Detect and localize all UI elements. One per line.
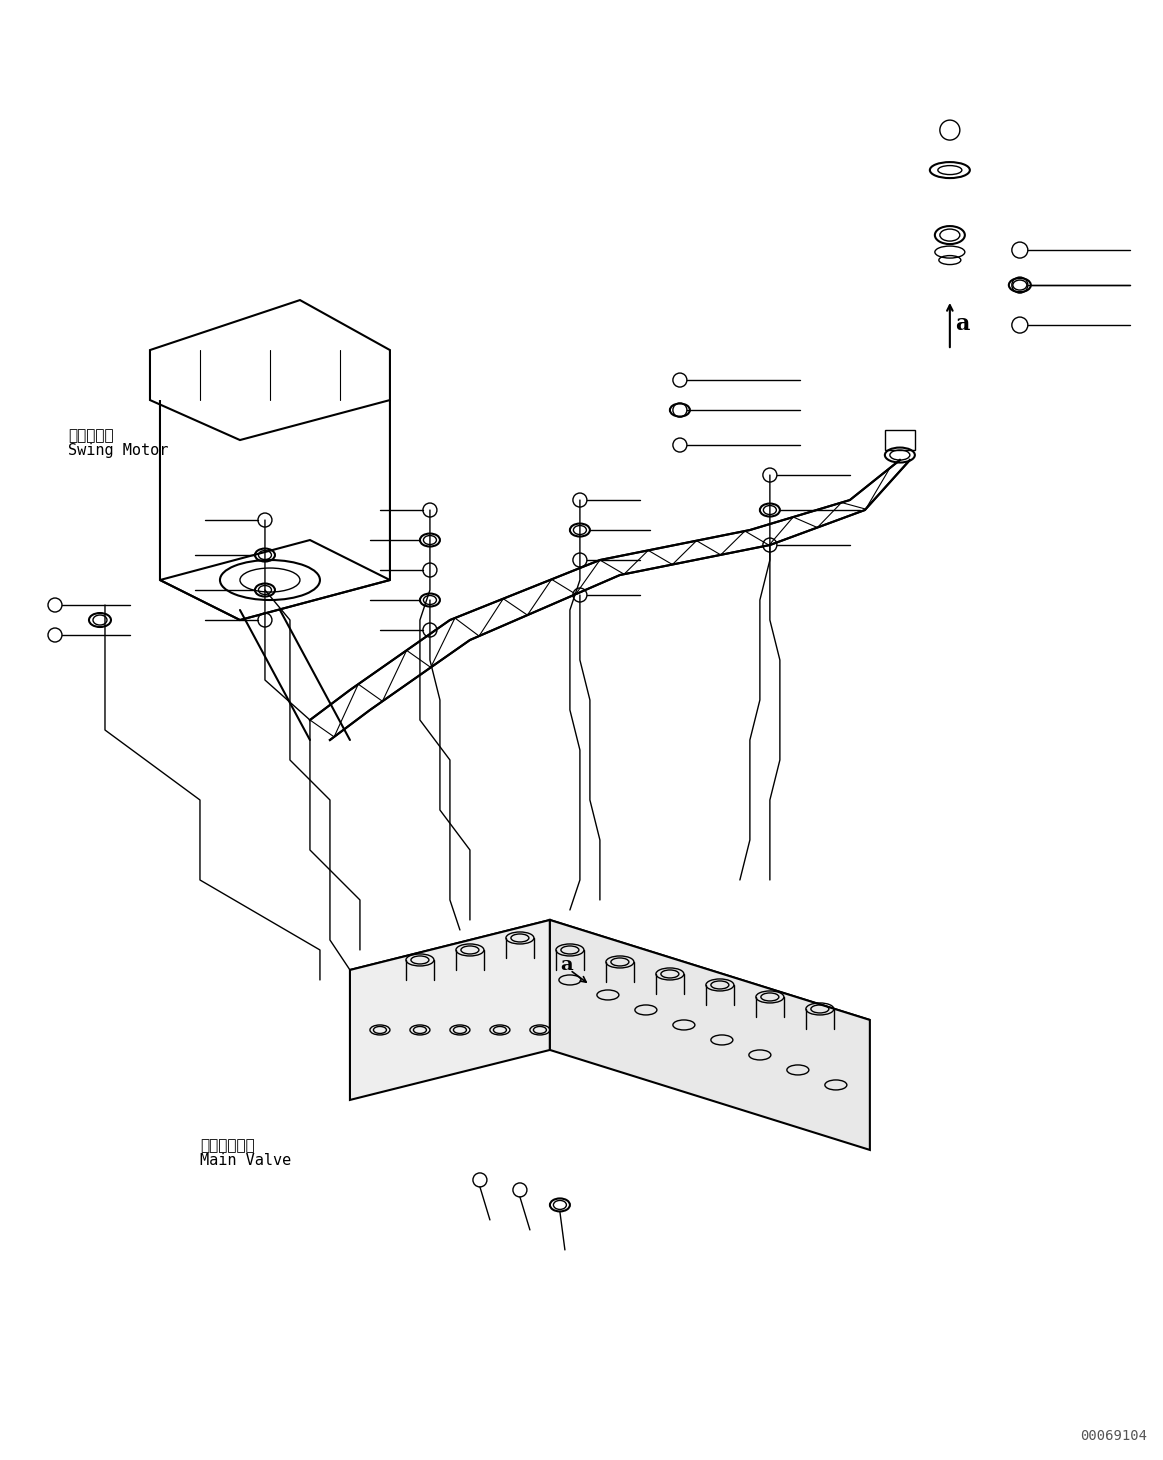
Polygon shape	[350, 920, 550, 1099]
Text: Swing Motor: Swing Motor	[67, 442, 169, 458]
Text: 旋回モータ: 旋回モータ	[67, 428, 114, 442]
Text: a: a	[559, 956, 572, 974]
Text: Main Valve: Main Valve	[200, 1153, 291, 1168]
Text: 00069104: 00069104	[1079, 1429, 1147, 1442]
Polygon shape	[350, 920, 870, 1075]
Text: a: a	[955, 312, 969, 334]
Polygon shape	[550, 920, 870, 1150]
Text: メインバルブ: メインバルブ	[200, 1137, 255, 1153]
